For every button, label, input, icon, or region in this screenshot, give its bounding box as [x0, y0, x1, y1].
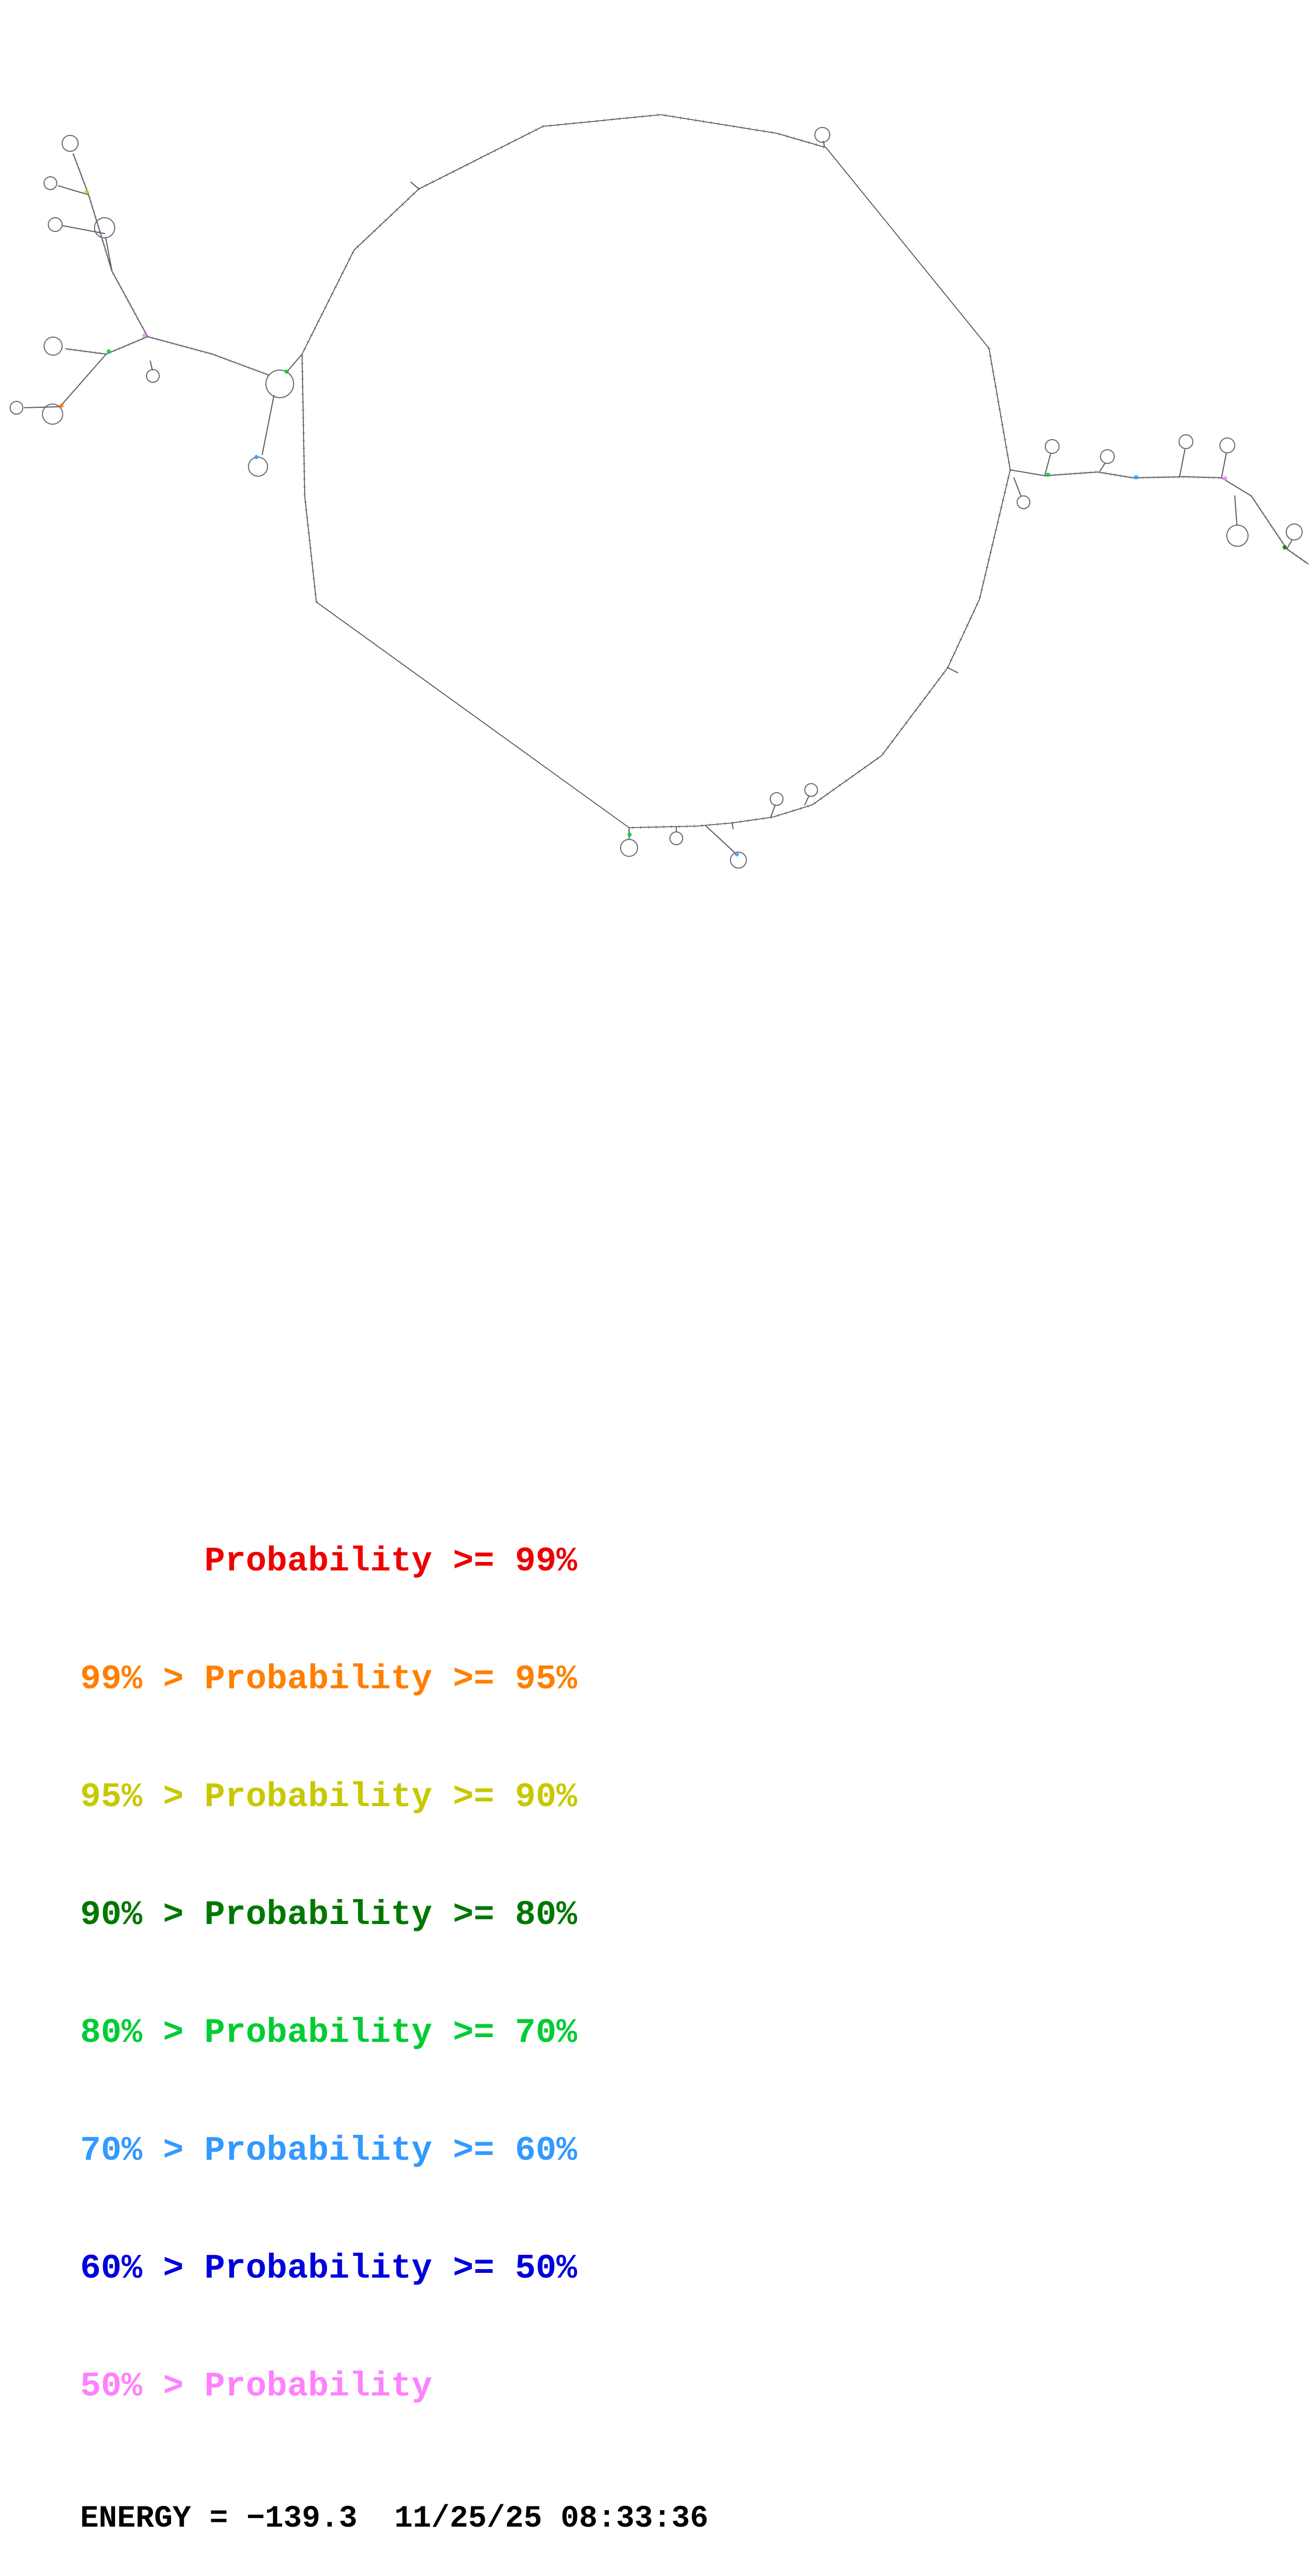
- legend-entry-50: 60% > Probability >= 50%: [80, 2249, 578, 2288]
- legend-entry-90: 95% > Probability >= 90%: [80, 1778, 578, 1817]
- probability-color-marks: [59, 190, 1287, 856]
- legend-entry-95: 99% > Probability >= 95%: [80, 1660, 578, 1699]
- legend-entry-below-50: 50% > Probability: [80, 2367, 433, 2406]
- legend-entry-70: 80% > Probability >= 70%: [80, 2013, 578, 2053]
- left-arm-structure: [10, 135, 303, 477]
- top-hairpin-structure: [814, 127, 830, 147]
- energy-readout: ENERGY = −139.3 11/25/25 08:33:36: [80, 2502, 709, 2536]
- legend-entry-99: Probability >= 99%: [80, 1542, 578, 1581]
- bottom-hairpin-structures: [620, 783, 818, 869]
- rna-structure-plot: [0, 0, 1316, 958]
- right-arm-structure: [1010, 434, 1309, 565]
- rna-structure-canvas: [10, 113, 1309, 869]
- probability-legend: Probability >= 99% 99% > Probability >= …: [80, 1463, 708, 2576]
- backbone-circle: [300, 113, 1012, 829]
- legend-entry-80: 90% > Probability >= 80%: [80, 1895, 578, 1935]
- legend-entry-60: 70% > Probability >= 60%: [80, 2131, 578, 2170]
